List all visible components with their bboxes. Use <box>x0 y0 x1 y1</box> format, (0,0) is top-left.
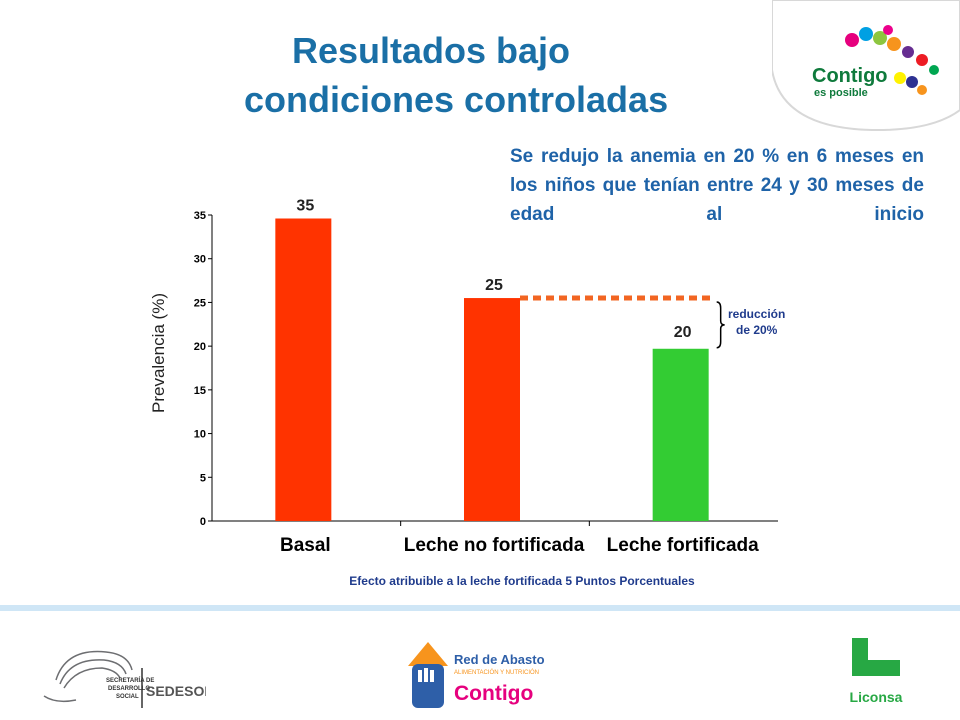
red-de-abasto-title: Red de Abasto <box>454 652 545 667</box>
y-tick-label: 0 <box>200 516 206 528</box>
x-category-label: Leche no fortificada <box>404 535 585 556</box>
reduction-annotation-line-1: reducción <box>728 307 785 321</box>
bar <box>275 218 332 522</box>
summary-note: Se redujo la anemia en 20 % en 6 meses e… <box>510 146 924 225</box>
bar-value-label: 20 <box>674 324 692 341</box>
y-tick-label: 20 <box>194 341 206 353</box>
liconsa-mark-icon <box>852 638 900 676</box>
y-tick-label: 30 <box>194 254 206 266</box>
reduction-annotation-line-2: de 20% <box>736 323 778 337</box>
x-category-label: Basal <box>280 535 331 556</box>
y-tick-label: 25 <box>194 297 206 309</box>
eagle-emblem-icon <box>43 650 133 703</box>
bar <box>464 298 520 521</box>
x-category-label: Leche fortificada <box>607 535 759 556</box>
reduction-brace-icon <box>716 301 725 349</box>
sedesol-text-line-2: DESARROLLO <box>108 686 150 692</box>
sedesol-text-line-1: SECRETARÍA DE <box>106 676 154 684</box>
sedesol-text-line-3: SOCIAL <box>116 694 139 700</box>
red-de-abasto-logo: Red de Abasto ALIMENTACIÓN Y NUTRICIÓN C… <box>408 642 545 708</box>
bar <box>652 348 709 521</box>
contigo-es-posible-logo: Contigo es posible <box>772 0 960 132</box>
chart-caption: Efecto atribuible a la leche fortificada… <box>349 574 695 588</box>
contigo-logo-text: Contigo <box>812 65 888 87</box>
y-tick-label: 35 <box>194 210 206 222</box>
colored-hands-icon <box>845 25 939 95</box>
es-posible-logo-text: es posible <box>814 87 868 99</box>
sedesol-logo: SECRETARÍA DE DESARROLLO SOCIAL SEDESOL <box>43 650 206 708</box>
y-tick-label: 10 <box>194 429 206 441</box>
hand-house-icon <box>408 642 448 708</box>
y-tick-label: 5 <box>200 472 206 484</box>
y-tick-label: 15 <box>194 385 206 397</box>
red-de-abasto-subtitle: ALIMENTACIÓN Y NUTRICIÓN <box>454 669 539 676</box>
liconsa-name: Liconsa <box>850 689 903 705</box>
red-de-abasto-contigo: Contigo <box>454 682 533 705</box>
prevalence-bar-chart: Prevalencia (%) Efecto atribuible a la l… <box>149 197 785 588</box>
sedesol-name: SEDESOL <box>146 683 206 699</box>
slide-title-line-2: condiciones controladas <box>244 79 669 120</box>
slide-title-line-1: Resultados bajo <box>292 30 571 71</box>
footer-divider <box>0 605 960 611</box>
y-axis-label: Prevalencia (%) <box>149 293 168 413</box>
liconsa-logo: Liconsa <box>850 638 903 705</box>
bar-value-label: 25 <box>485 277 503 294</box>
bar-value-label: 35 <box>296 197 314 214</box>
